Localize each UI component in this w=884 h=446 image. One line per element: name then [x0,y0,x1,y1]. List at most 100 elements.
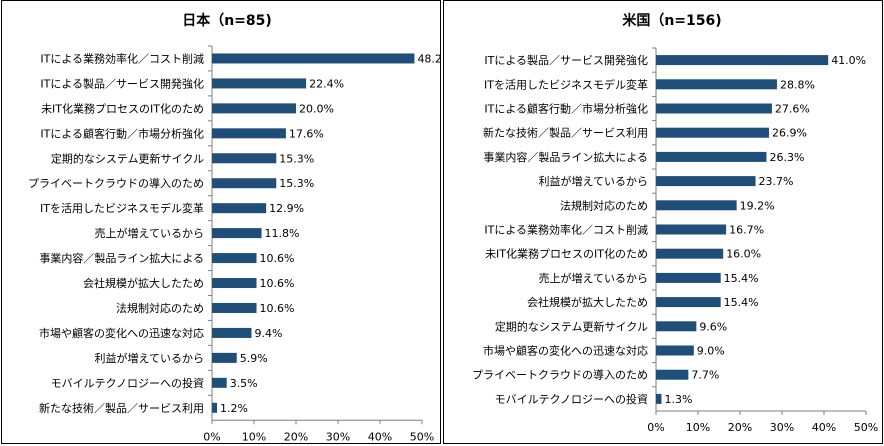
bar [212,128,286,139]
category-label: 事業内容／製品ライン拡大による [39,251,204,265]
x-tick-label: 40% [812,421,836,434]
data-label: 28.8% [780,78,815,91]
category-label: 未IT化業務プロセスのIT化のため [41,101,204,115]
bar [212,203,267,214]
bar [212,78,307,89]
data-label: 12.9% [269,202,304,215]
category-label: ITによる業務効率化／コスト削減 [40,51,204,65]
bar [212,228,262,239]
bar [656,55,829,66]
category-label: 法規制対応のため [116,301,204,315]
chart-japan: 日本（n=85) 0% 10% 20% 30% 40% 50% ITによる業務効率化／コスト… [28,12,442,443]
bar [212,178,277,189]
data-label: 26.3% [769,151,804,164]
category-label: 新たな技術／製品／サービス利用 [483,126,648,140]
data-label: 16.0% [726,248,761,261]
data-label: 9.0% [697,345,725,358]
data-label: 11.8% [265,227,300,240]
bar [656,151,767,162]
data-label: 22.4% [309,77,344,90]
data-label: 15.3% [279,177,314,190]
bar [212,278,257,289]
data-label: 1.3% [664,393,692,406]
category-label: ITによる顧客行動／市場分析強化 [484,102,648,116]
bar [656,393,662,404]
category-label: モバイルテクノロジーへの投資 [51,376,204,390]
category-label: 定期的なシステム更新サイクル [495,319,648,333]
x-tick-label: 10% [242,430,266,443]
data-label: 17.6% [289,127,324,140]
data-label: 9.4% [254,327,282,340]
category-label: モバイルテクノロジーへの投資 [495,392,648,406]
category-label: プライベートクラウドの導入のため [28,176,204,190]
data-label: 9.6% [699,320,727,333]
bar [656,224,727,235]
bar [656,176,756,187]
chart-title: 米国（n=156) [622,12,721,29]
bar [656,272,721,283]
category-label: 市場や顧客の変化への迅速な対応 [483,344,648,358]
x-tick-label: 20% [284,430,308,443]
data-label: 41.0% [831,54,866,67]
x-tick-label: 30% [770,421,794,434]
bar [212,402,218,413]
data-label: 48.2% [417,52,442,65]
data-label: 27.6% [775,103,810,116]
category-label: 事業内容／製品ライン拡大による [483,150,648,164]
category-label: 未IT化業務プロセスのIT化のため [485,247,648,261]
data-label: 10.6% [260,302,295,315]
category-label: ITを活用したビジネスモデル変革 [484,77,648,91]
bar [212,103,296,114]
bar [656,200,737,211]
data-label: 3.5% [230,377,258,390]
bar [212,352,237,363]
data-label: 19.2% [740,199,775,212]
bar [656,103,772,114]
chart-panel-japan: 日本（n=85) 0% 10% 20% 30% 40% 50% ITによる業務効率化／コスト… [1,0,442,444]
data-label: 15.3% [279,152,314,165]
category-label: 会社規模が拡大したため [527,295,648,309]
data-label: 7.7% [691,369,719,382]
category-label: 利益が増えているから [539,174,648,188]
category-label: 利益が増えているから [95,351,204,365]
x-tick-label: 30% [326,430,350,443]
chart-panel-usa: 米国（n=156) 0% 10% 20% 30% 40% 50% ITによる製品／サービス開… [443,0,883,444]
category-label: ITによる製品／サービス開発強化 [40,76,204,90]
data-label: 26.9% [772,127,807,140]
data-label: 15.4% [724,296,759,309]
x-tick-label: 40% [368,430,392,443]
data-label: 15.4% [724,272,759,285]
data-label: 23.7% [759,175,794,188]
category-label: 市場や顧客の変化への迅速な対応 [39,326,204,340]
x-tick-label: 50% [854,421,878,434]
x-tick-label: 0% [647,421,664,434]
category-label: 新たな技術／製品／サービス利用 [39,401,204,415]
category-label: ITによる顧客行動／市場分析強化 [40,126,204,140]
category-label: プライベートクラウドの導入のため [472,368,648,382]
x-tick-label: 20% [728,421,752,434]
bar [656,248,724,259]
bar [212,253,257,264]
category-label: 売上が増えているから [539,271,648,285]
bar [212,327,252,338]
category-label: 法規制対応のため [560,198,648,212]
bar [656,321,697,332]
x-tick-label: 10% [686,421,710,434]
category-label: ITを活用したビジネスモデル変革 [40,201,204,215]
bar [212,302,257,313]
data-label: 1.2% [220,402,248,415]
data-label: 16.7% [729,224,764,237]
x-tick-label: 50% [410,430,434,443]
category-label: 会社規模が拡大したため [83,276,204,290]
bar [656,79,777,90]
category-label: ITによる業務効率化／コスト削減 [484,223,648,237]
chart-title: 日本（n=85) [182,12,272,29]
data-label: 10.6% [260,252,295,265]
bar [212,377,227,388]
category-label: ITによる製品／サービス開発強化 [484,53,648,67]
bar [656,369,689,380]
chart-usa: 米国（n=156) 0% 10% 20% 30% 40% 50% ITによる製品／サービス開… [472,12,878,434]
category-label: 売上が増えているから [95,226,204,240]
bar [212,153,277,164]
data-label: 10.6% [260,277,295,290]
